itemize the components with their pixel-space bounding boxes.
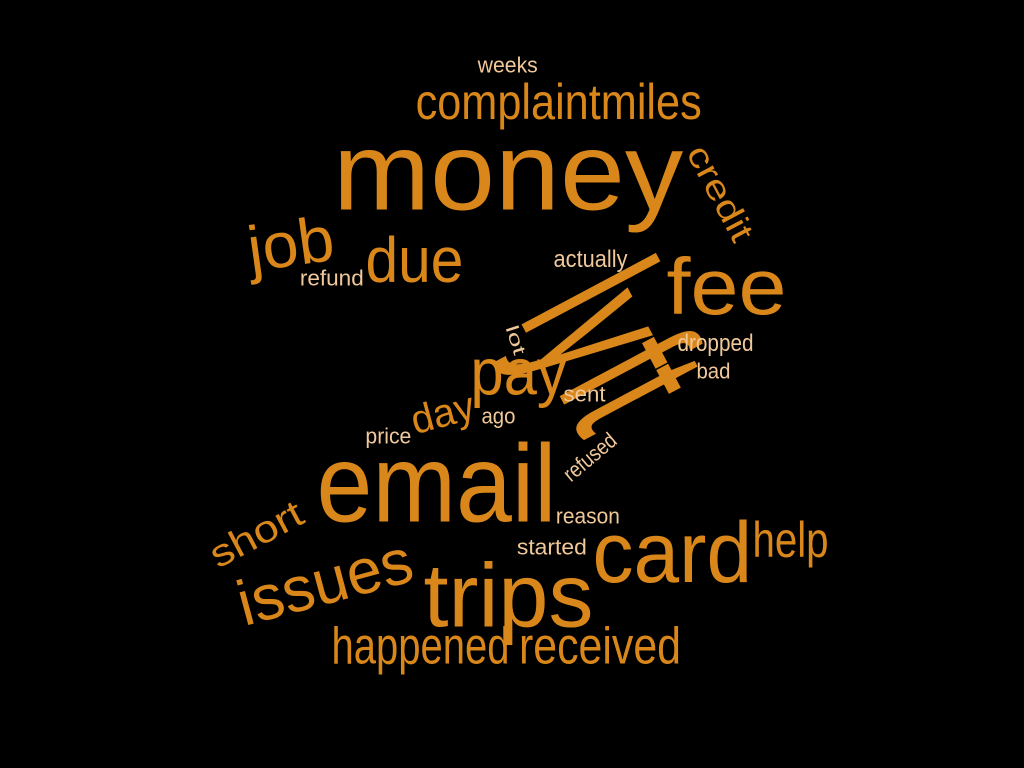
- word-complaintmiles: complaintmiles: [415, 74, 702, 130]
- word-weeks: weeks: [477, 52, 538, 78]
- word-card: card: [591, 504, 752, 602]
- word-started: started: [516, 534, 587, 560]
- word-refund: refund: [299, 265, 364, 291]
- word-ago: ago: [480, 403, 515, 429]
- word-email: email: [315, 422, 556, 546]
- word-dropped: dropped: [676, 329, 754, 357]
- word-help: help: [752, 512, 829, 568]
- word-happened: happened: [330, 616, 509, 676]
- word-trips: trips: [422, 545, 593, 647]
- word-received: received: [518, 616, 681, 676]
- word-bad: bad: [695, 358, 730, 384]
- word-pay: pay: [470, 335, 567, 409]
- word-due: due: [364, 224, 463, 296]
- word-credit: credit: [678, 138, 761, 248]
- word-actually: actually: [553, 245, 628, 273]
- word-money: money: [332, 110, 684, 234]
- word-sent: sent: [563, 381, 606, 407]
- word-price: price: [364, 423, 411, 449]
- word-fee: fee: [666, 242, 787, 332]
- word-reason: reason: [555, 503, 620, 529]
